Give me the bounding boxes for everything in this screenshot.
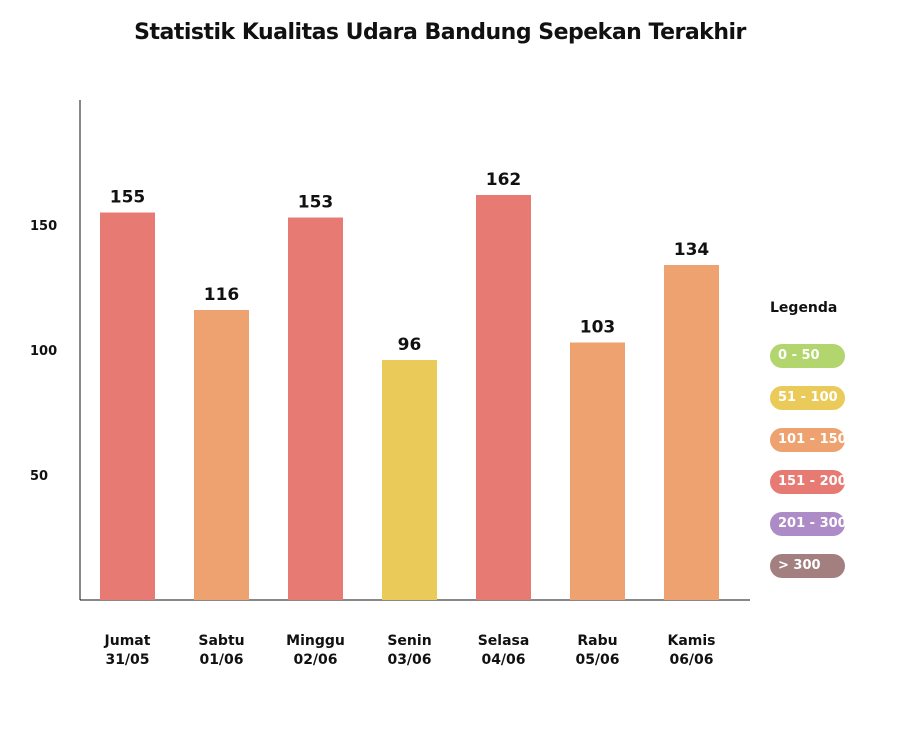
- bar: [194, 310, 249, 600]
- legend-item: 0 - 50: [770, 344, 845, 368]
- x-tick-label-date: 05/06: [575, 652, 619, 668]
- x-tick-label-date: 06/06: [669, 652, 713, 668]
- legend-items: 0 - 50 51 - 100 101 - 150 151 - 200 201 - 30…: [770, 344, 870, 578]
- legend-item: 51 - 100: [770, 386, 845, 410]
- x-tick-label-date: 01/06: [199, 652, 243, 668]
- x-tick-label-day: Kamis: [667, 633, 715, 649]
- x-tick-label-day: Jumat: [104, 633, 151, 649]
- legend-title: Legenda: [770, 300, 838, 316]
- x-tick-label-date: 04/06: [481, 652, 525, 668]
- x-tick-label-date: 02/06: [293, 652, 337, 668]
- bar-value-label: 134: [674, 240, 710, 260]
- legend-item: 101 - 150: [770, 428, 847, 452]
- y-tick-label: 100: [30, 344, 57, 359]
- y-tick-label: 50: [30, 469, 48, 484]
- bar-value-label: 103: [580, 318, 616, 338]
- x-tick-label-day: Sabtu: [198, 633, 244, 649]
- bar-value-label: 116: [204, 285, 240, 305]
- x-tick-label-date: 31/05: [105, 652, 149, 668]
- bar: [476, 195, 531, 600]
- bar: [100, 212, 155, 600]
- x-tick-label-day: Rabu: [577, 633, 617, 649]
- legend-item: > 300: [770, 554, 845, 578]
- bar: [664, 265, 719, 600]
- bar-value-label: 155: [110, 188, 146, 208]
- x-tick-label-day: Selasa: [478, 633, 530, 649]
- bar: [570, 342, 625, 600]
- x-tick-label-day: Senin: [387, 633, 431, 649]
- chart-title: Statistik Kualitas Udara Bandung Sepekan…: [134, 20, 746, 45]
- y-tick-label: 150: [30, 219, 57, 234]
- bar: [288, 217, 343, 600]
- bar-value-label: 96: [398, 335, 422, 355]
- bar-value-label: 162: [486, 170, 522, 190]
- legend-item: 201 - 300: [770, 512, 847, 536]
- x-tick-label-date: 03/06: [387, 652, 431, 668]
- legend: Legenda 0 - 50 51 - 100 101 - 150 151 - 200…: [770, 300, 870, 596]
- legend-item: 151 - 200: [770, 470, 847, 494]
- bar-value-label: 153: [298, 193, 334, 213]
- bar: [382, 360, 437, 600]
- x-tick-label-day: Minggu: [286, 633, 345, 649]
